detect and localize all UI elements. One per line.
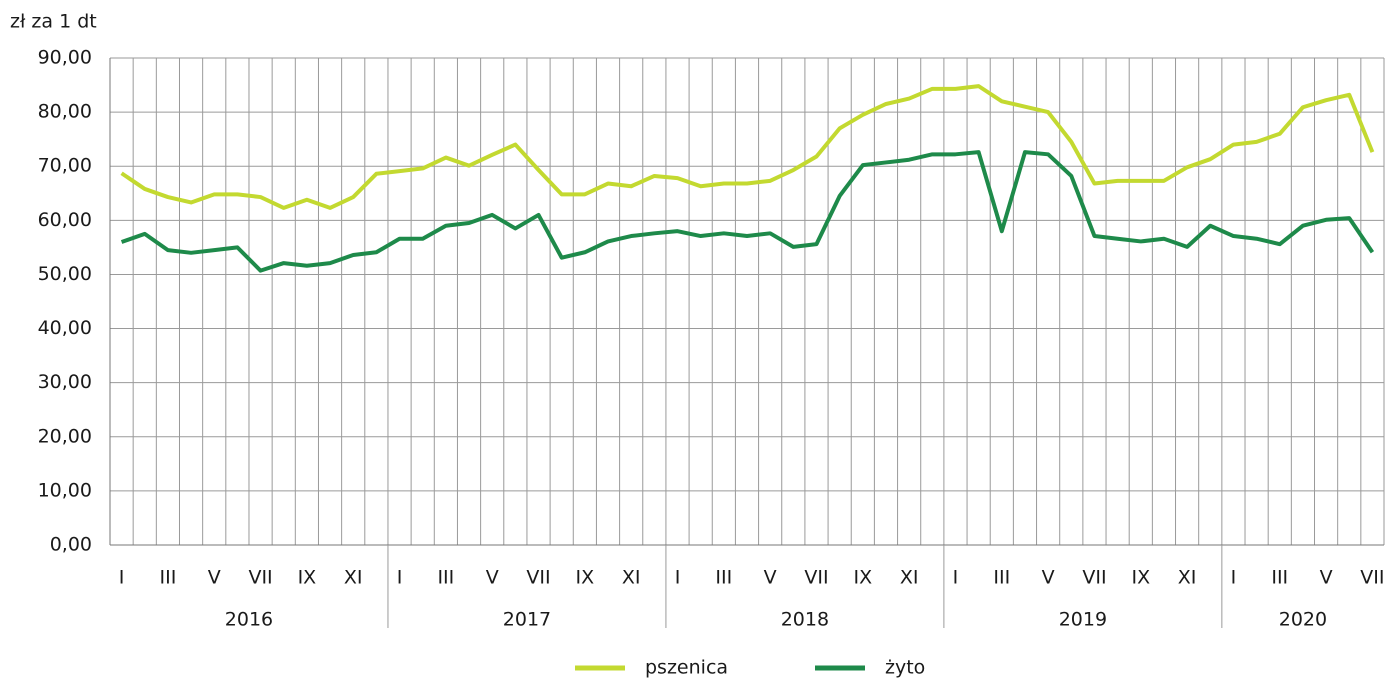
x-tick-label: I — [953, 567, 959, 589]
group-label: 2017 — [503, 609, 551, 631]
x-tick-label: IX — [1131, 567, 1150, 589]
x-tick-label: VII — [804, 567, 828, 589]
x-tick-label: V — [208, 567, 221, 589]
y-tick-label: 60,00 — [38, 209, 92, 231]
y-tick-label: 90,00 — [38, 47, 92, 69]
x-tick-label: IX — [298, 567, 317, 589]
y-tick-label: 0,00 — [50, 534, 92, 556]
group-label: 2020 — [1279, 609, 1327, 631]
x-tick-label: I — [1231, 567, 1237, 589]
x-tick-label: XI — [344, 567, 363, 589]
x-tick-label: V — [764, 567, 777, 589]
y-tick-label: 20,00 — [38, 425, 92, 447]
x-tick-label: III — [1271, 567, 1288, 589]
x-tick-label: III — [160, 567, 177, 589]
x-tick-label: III — [993, 567, 1010, 589]
x-tick-label: V — [486, 567, 499, 589]
y-tick-label: 80,00 — [38, 101, 92, 123]
series-line — [120, 150, 1375, 273]
x-tick-label: VII — [248, 567, 272, 589]
x-tick-label: I — [675, 567, 681, 589]
legend-label: pszenica — [645, 657, 728, 679]
x-tick-label: XI — [900, 567, 919, 589]
x-tick-label: VII — [1082, 567, 1106, 589]
group-label: 2018 — [781, 609, 829, 631]
x-tick-label: IX — [854, 567, 873, 589]
y-axis-label: zł za 1 dt — [10, 11, 97, 33]
y-tick-label: 10,00 — [38, 479, 92, 501]
y-tick-label: 30,00 — [38, 371, 92, 393]
x-tick-label: V — [1320, 567, 1333, 589]
x-tick-label: VII — [1360, 567, 1384, 589]
group-label: 2016 — [225, 609, 273, 631]
legend-label: żyto — [885, 657, 925, 679]
x-tick-label: IX — [576, 567, 595, 589]
x-tick-label: III — [715, 567, 732, 589]
x-tick-label: I — [397, 567, 403, 589]
x-tick-label: VII — [526, 567, 550, 589]
y-tick-label: 40,00 — [38, 317, 92, 339]
x-tick-label: V — [1042, 567, 1055, 589]
x-tick-label: III — [437, 567, 454, 589]
group-label: 2019 — [1059, 609, 1107, 631]
x-tick-label: I — [119, 567, 125, 589]
y-tick-label: 50,00 — [38, 263, 92, 285]
series-line — [120, 84, 1375, 210]
x-tick-label: XI — [622, 567, 641, 589]
x-tick-label: XI — [1178, 567, 1197, 589]
y-tick-label: 70,00 — [38, 155, 92, 177]
